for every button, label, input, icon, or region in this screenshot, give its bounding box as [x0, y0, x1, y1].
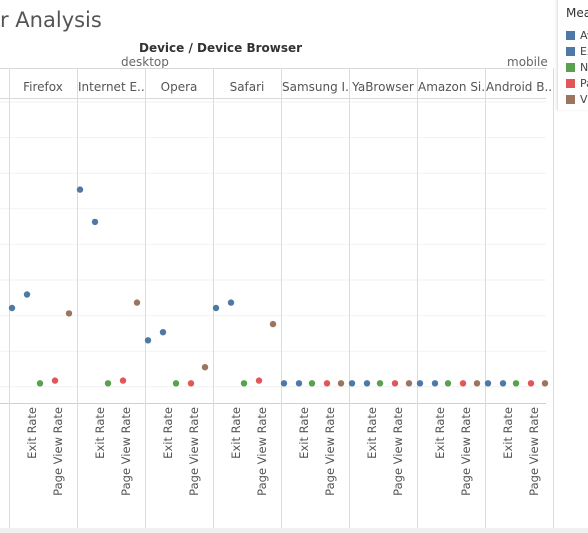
data-point — [8, 304, 16, 312]
data-point — [444, 380, 452, 387]
x-tick-label: Exit Rate — [229, 407, 243, 459]
data-point — [459, 380, 467, 387]
data-point — [144, 337, 152, 344]
x-tick-label: Exit Rate — [25, 407, 39, 459]
x-tick-label: Exit Rate — [501, 407, 515, 459]
x-tick-label: Exit Rate — [365, 407, 379, 459]
legend-title: Mea — [566, 6, 588, 20]
legend-label: Ex — [580, 45, 588, 58]
legend-swatch — [566, 95, 575, 104]
data-point — [323, 380, 331, 387]
browser-label: Firefox — [23, 80, 63, 94]
x-tick-label: Page View Rate — [187, 407, 201, 496]
data-point — [512, 380, 520, 387]
x-tick-label: Page View Rate — [51, 407, 65, 496]
data-point — [484, 380, 492, 387]
browser-label: Android B.. — [486, 80, 552, 94]
data-point — [416, 380, 424, 387]
browser-label: Samsung I.. — [282, 80, 348, 94]
legend-swatch — [566, 31, 575, 40]
data-point — [187, 380, 195, 387]
device-label-desktop: desktop — [121, 55, 169, 69]
browser-label: Amazon Si.. — [418, 80, 484, 94]
data-point — [295, 380, 303, 387]
data-point — [91, 218, 99, 226]
x-tick-label: Page View Rate — [255, 407, 269, 496]
x-tick-label: Exit Rate — [433, 407, 447, 459]
data-point — [172, 380, 180, 387]
legend-swatch — [566, 79, 575, 88]
data-point — [201, 364, 209, 371]
data-point — [473, 380, 481, 387]
legend-label: Pa — [580, 77, 588, 90]
data-point — [431, 380, 439, 387]
x-tick-label: Page View Rate — [119, 407, 133, 496]
column-header: Device / Device Browser — [139, 41, 303, 55]
x-tick-label: Page View Rate — [391, 407, 405, 496]
data-point — [23, 291, 31, 298]
browser-label: Internet E.. — [78, 80, 144, 94]
data-point — [541, 380, 549, 387]
data-point — [51, 377, 59, 384]
x-tick-label: Page View Rate — [459, 407, 473, 496]
data-point — [227, 299, 235, 306]
data-point — [159, 329, 167, 336]
data-point — [527, 380, 535, 387]
scatter-plot: Exit Rate Page View Rate Exit Rate Page Vie… — [0, 68, 554, 528]
browser-label: Opera — [160, 80, 198, 94]
data-point — [104, 380, 112, 387]
data-point — [280, 380, 288, 387]
data-point — [212, 304, 220, 312]
browser-label: YaBrowser — [352, 80, 414, 94]
data-point — [269, 320, 277, 328]
x-tick-label: Exit Rate — [161, 407, 175, 459]
data-point — [119, 377, 127, 384]
chart-title: r Analysis — [0, 8, 102, 32]
data-point — [405, 380, 413, 387]
legend-swatch — [566, 47, 575, 56]
data-point — [363, 380, 371, 387]
data-point — [391, 380, 399, 387]
browser-label: Safari — [229, 80, 265, 94]
device-label-mobile: mobile — [507, 55, 548, 69]
legend-label: Av — [580, 29, 588, 42]
x-tick-label: Page View Rate — [527, 407, 541, 496]
data-point — [65, 310, 73, 317]
data-point — [240, 380, 248, 387]
data-point — [133, 299, 141, 306]
x-tick-label: Exit Rate — [93, 407, 107, 459]
legend-label: Ne — [580, 61, 588, 74]
data-point — [76, 186, 84, 193]
data-point — [337, 380, 345, 387]
data-point — [499, 380, 507, 387]
legend-label: Vi — [580, 93, 588, 106]
legend-swatch — [566, 63, 575, 72]
data-point — [255, 377, 263, 384]
x-tick-label: Page View Rate — [323, 407, 337, 496]
horizontal-scrollbar[interactable] — [0, 528, 588, 533]
data-point — [348, 380, 356, 387]
data-point — [36, 380, 44, 387]
data-point — [308, 380, 316, 387]
x-tick-label: Exit Rate — [297, 407, 311, 459]
legend: Mea Av Ex Ne Pa Vi — [557, 0, 588, 110]
data-point — [376, 380, 384, 387]
